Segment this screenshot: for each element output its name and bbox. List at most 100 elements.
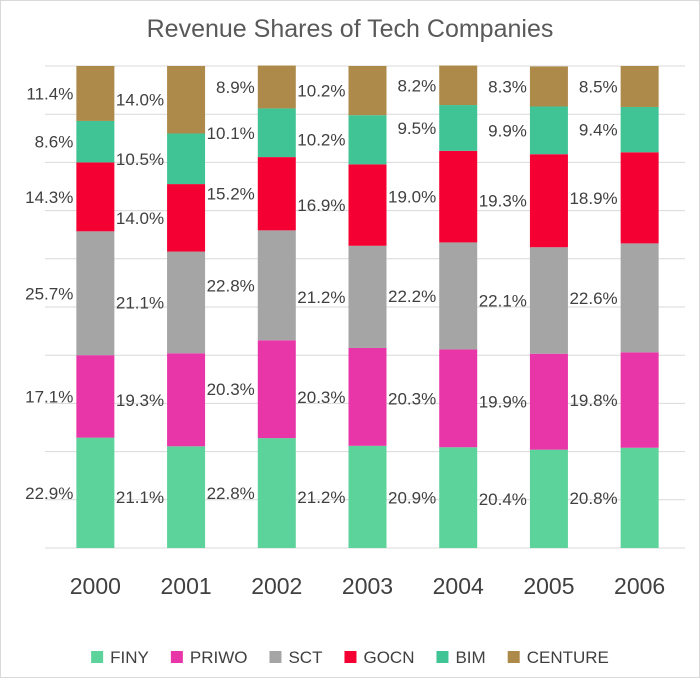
data-label-sct-2002: 22.8% (207, 276, 255, 295)
bar-segment-centure-2003 (348, 66, 387, 116)
legend-item-finy: FINY (91, 648, 149, 667)
data-label-sct-2006: 22.6% (569, 289, 617, 308)
data-label-gocn-2002: 15.2% (207, 185, 255, 204)
data-label-gocn-2005: 19.3% (479, 192, 527, 211)
data-label-finy-2005: 20.4% (479, 490, 527, 509)
bar-segment-centure-2002 (257, 65, 296, 109)
data-label-gocn-2001: 14.0% (116, 209, 164, 228)
bar-segment-priwo-2000 (76, 355, 115, 438)
bar-segment-gocn-2003 (348, 164, 387, 246)
bar-segment-priwo-2001 (167, 353, 206, 447)
legend-item-priwo: PRIWO (170, 648, 248, 667)
legend-label-priwo: PRIWO (190, 648, 248, 667)
bar-segment-gocn-2002 (257, 157, 296, 231)
bar-segment-centure-2000 (76, 66, 115, 121)
data-label-sct-2000: 25.7% (25, 284, 73, 303)
data-label-sct-2001: 21.1% (116, 293, 164, 312)
data-label-bim-2002: 10.1% (207, 124, 255, 143)
bar-segment-bim-2004 (439, 105, 478, 151)
legend-swatch-centure (507, 651, 520, 663)
legend-swatch-finy (91, 651, 104, 663)
data-label-finy-2004: 20.9% (388, 489, 436, 508)
data-label-finy-2001: 21.1% (116, 488, 164, 507)
data-label-bim-2003: 10.2% (297, 131, 345, 150)
data-label-bim-2001: 10.5% (116, 150, 164, 169)
legend-label-bim: BIM (455, 648, 485, 667)
bar-segment-sct-2006 (620, 243, 659, 353)
bar-segment-centure-2005 (529, 66, 568, 107)
data-label-priwo-2000: 17.1% (25, 387, 73, 406)
legend-label-gocn: GOCN (363, 648, 414, 667)
bar-segment-sct-2000 (76, 231, 115, 356)
bar-segment-priwo-2005 (529, 353, 568, 450)
x-tick-label-2006: 2006 (614, 573, 665, 599)
data-label-priwo-2006: 19.8% (569, 391, 617, 410)
bar-segment-bim-2000 (76, 120, 115, 163)
data-label-centure-2003: 10.2% (297, 82, 345, 101)
bar-segment-priwo-2003 (348, 347, 387, 446)
legend-swatch-gocn (344, 651, 357, 663)
bar-segment-priwo-2006 (620, 352, 659, 448)
data-label-gocn-2000: 14.3% (25, 188, 73, 207)
legend-item-sct: SCT (269, 648, 322, 667)
x-tick-label-2002: 2002 (251, 573, 302, 599)
x-axis-ticks: 2000 2001 2002 2003 2004 2005 2006 (70, 573, 665, 599)
data-label-priwo-2001: 19.3% (116, 391, 164, 410)
x-tick-label-2004: 2004 (433, 573, 484, 599)
bar-segment-bim-2002 (257, 108, 296, 158)
data-label-centure-2001: 14.0% (116, 91, 164, 110)
bar-segment-finy-2001 (167, 446, 206, 548)
bar-segment-finy-2003 (348, 445, 387, 548)
data-label-sct-2004: 22.2% (388, 287, 436, 306)
data-label-priwo-2002: 20.3% (207, 380, 255, 399)
bar-segment-centure-2006 (620, 66, 659, 107)
legend-swatch-bim (436, 651, 449, 663)
legend-label-sct: SCT (288, 648, 322, 667)
legend-label-finy: FINY (110, 648, 149, 667)
chart-title: Revenue Shares of Tech Companies (147, 15, 554, 43)
legend-item-centure: CENTURE (507, 648, 609, 667)
data-label-bim-2000: 8.6% (35, 133, 74, 152)
bar-segment-sct-2001 (167, 251, 206, 354)
x-tick-label-2003: 2003 (342, 573, 393, 599)
data-label-finy-2002: 22.8% (207, 484, 255, 503)
bar-segment-centure-2004 (439, 65, 478, 106)
data-label-priwo-2004: 20.3% (388, 389, 436, 408)
x-tick-label-2001: 2001 (160, 573, 211, 599)
legend-label-centure: CENTURE (527, 648, 609, 667)
data-label-centure-2004: 8.2% (397, 76, 436, 95)
bar-segment-centure-2001 (167, 66, 206, 134)
legend-swatch-sct (269, 651, 282, 663)
legend: FINY PRIWO SCT GOCN BIM CENTURE (91, 648, 609, 667)
bar-segment-finy-2000 (76, 437, 115, 548)
x-tick-label-2000: 2000 (70, 573, 121, 599)
bar-segment-gocn-2000 (76, 162, 115, 232)
bars (76, 65, 659, 548)
data-label-centure-2000: 11.4% (26, 84, 73, 103)
data-label-sct-2005: 22.1% (479, 291, 527, 310)
data-label-finy-2000: 22.9% (25, 484, 73, 503)
bar-segment-bim-2003 (348, 115, 387, 165)
data-labels: 22.9% 17.1% 25.7% 14.3% 8.6% 11.4% 21.1% 19.3% 2… (25, 76, 617, 509)
data-label-gocn-2004: 19.0% (388, 188, 436, 207)
legend-item-bim: BIM (436, 648, 486, 667)
bar-segment-priwo-2002 (257, 340, 296, 439)
bar-segment-finy-2002 (257, 438, 296, 548)
bar-segment-gocn-2004 (439, 150, 478, 243)
bar-segment-bim-2005 (529, 106, 568, 155)
bar-segment-gocn-2006 (620, 152, 659, 244)
data-label-gocn-2003: 16.9% (297, 196, 345, 215)
bar-segment-gocn-2005 (529, 154, 568, 248)
bar-segment-bim-2001 (167, 133, 206, 185)
data-label-priwo-2005: 19.9% (479, 393, 527, 412)
data-label-centure-2002: 8.9% (216, 78, 255, 97)
data-label-centure-2005: 8.3% (488, 77, 527, 96)
data-label-centure-2006: 8.5% (579, 77, 618, 96)
bar-segment-priwo-2004 (439, 349, 478, 448)
bar-segment-sct-2004 (439, 242, 478, 350)
data-label-bim-2005: 9.9% (488, 121, 527, 140)
data-label-finy-2003: 21.2% (297, 488, 345, 507)
data-label-sct-2003: 21.2% (297, 288, 345, 307)
bar-segment-finy-2005 (529, 449, 568, 548)
